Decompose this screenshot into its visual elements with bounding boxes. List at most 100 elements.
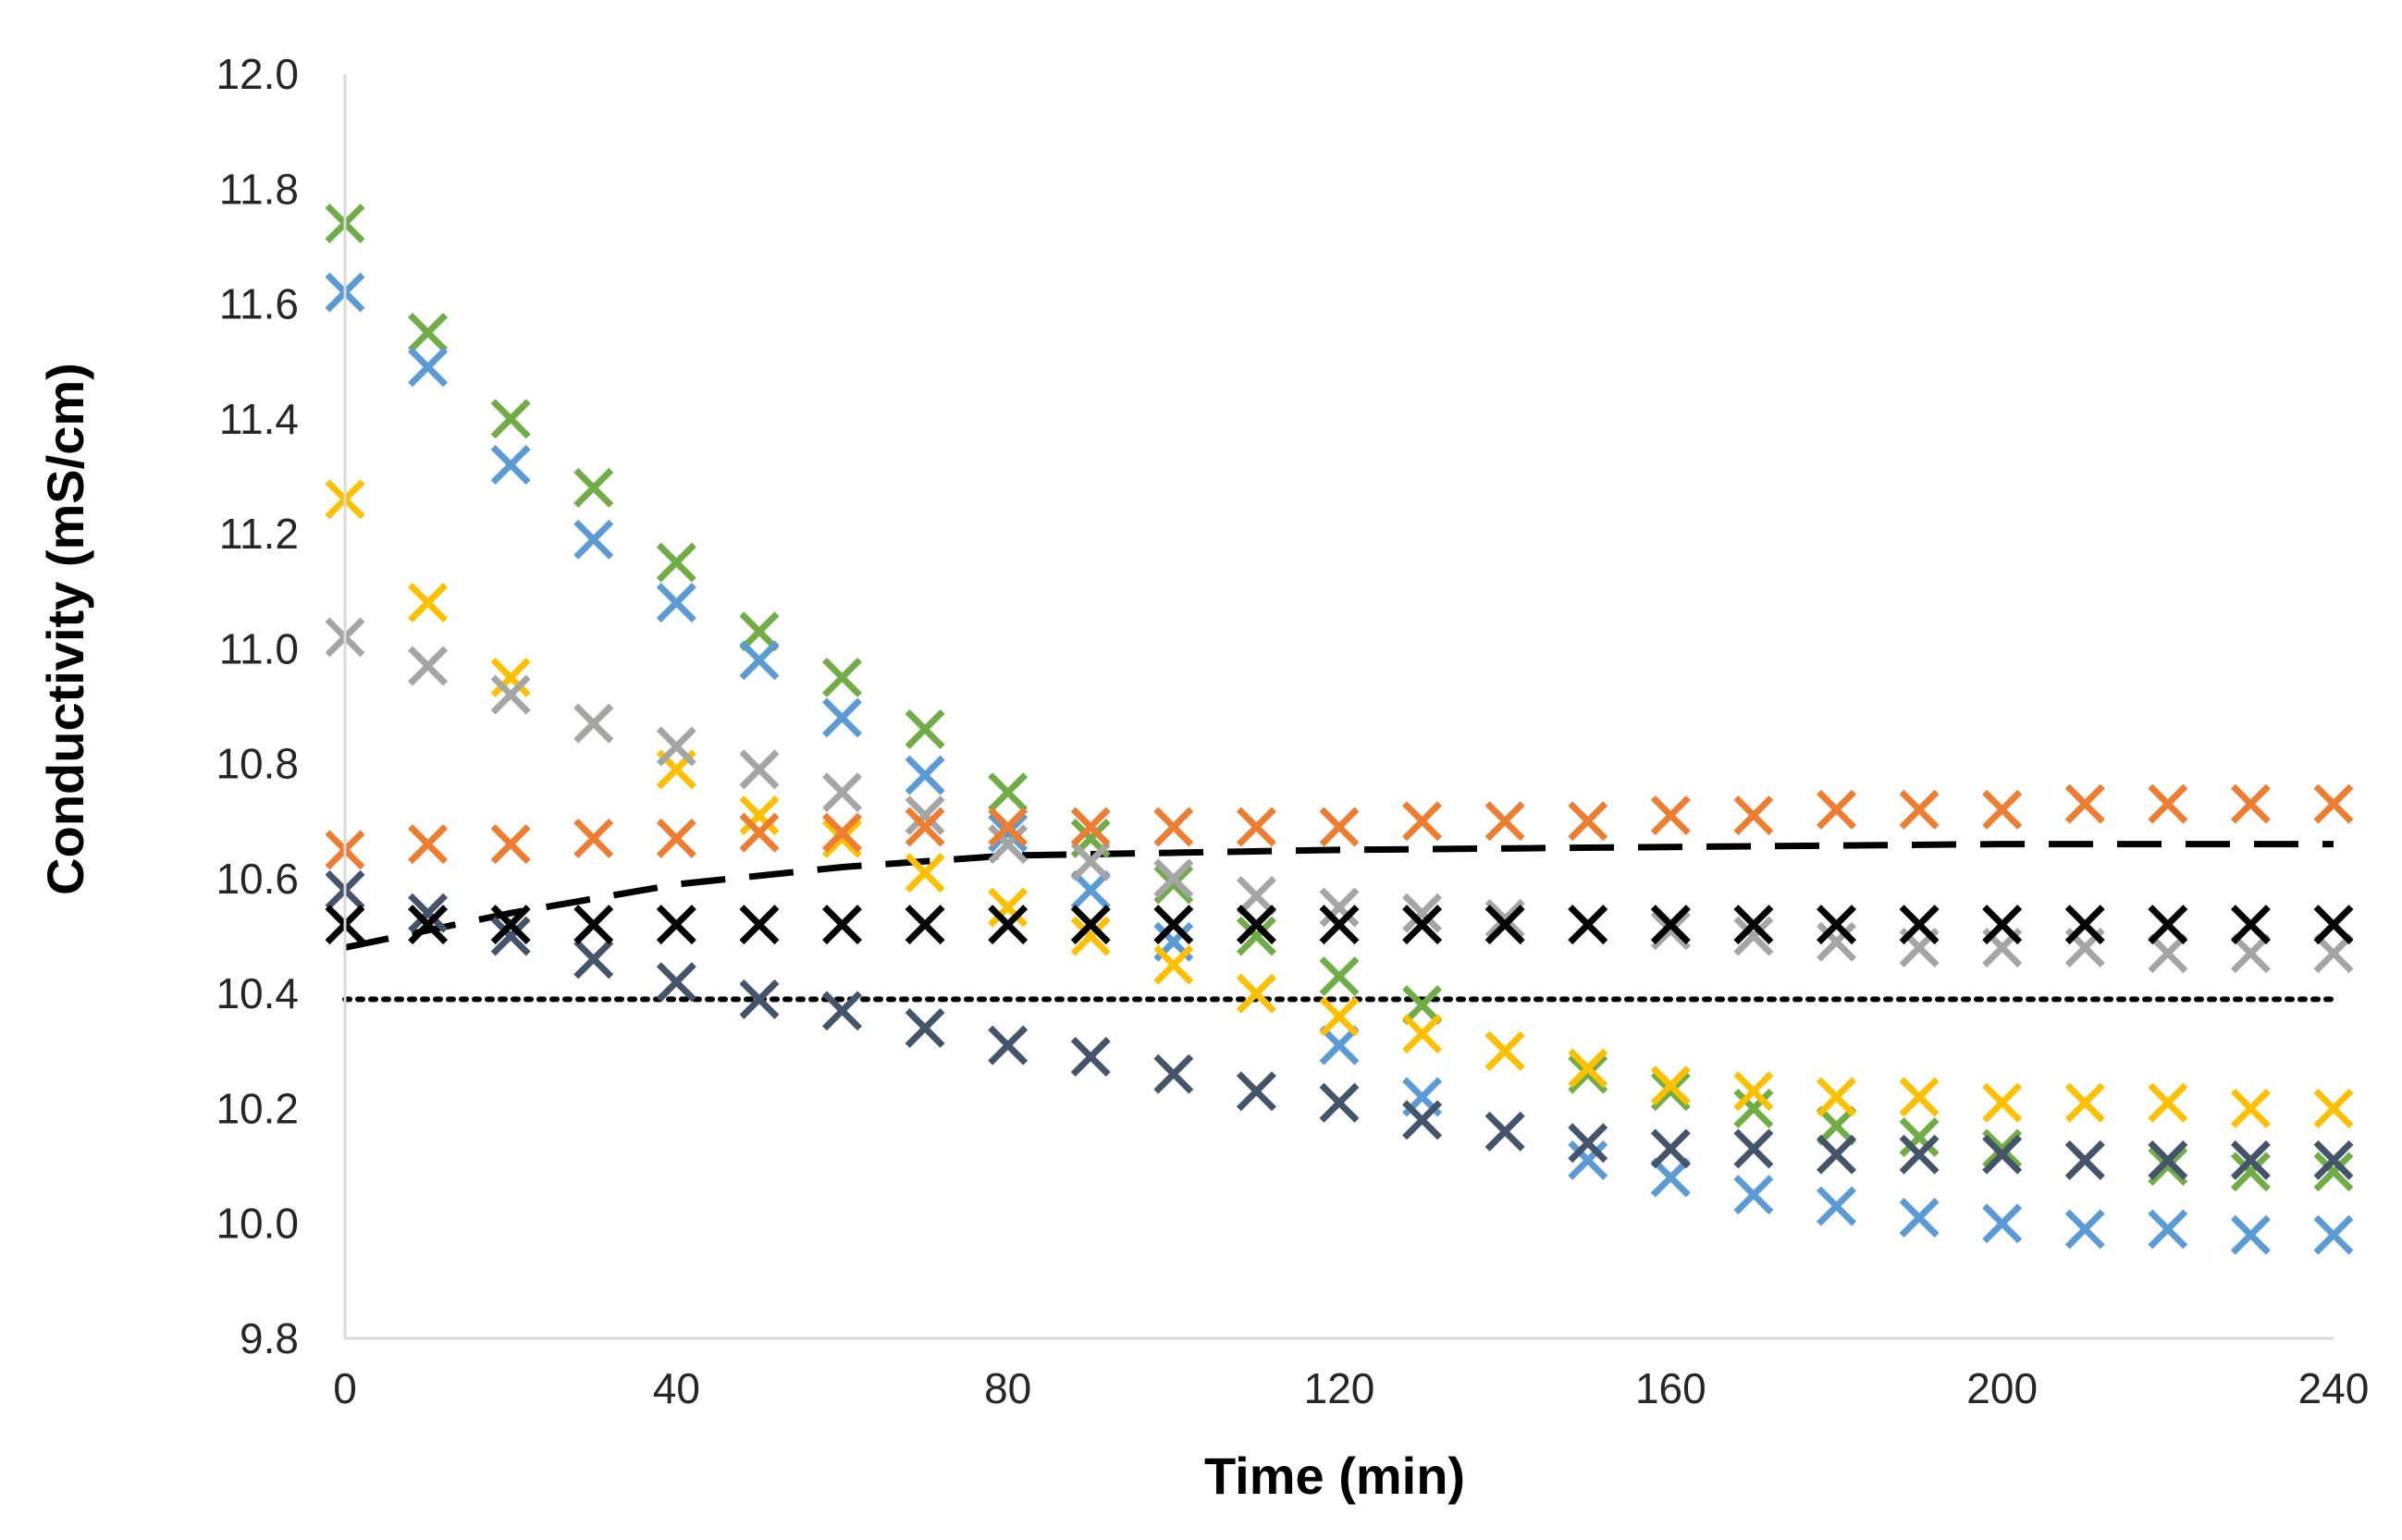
data-point	[1484, 898, 1525, 939]
data-point	[1153, 944, 1194, 985]
y-tick-label: 10.6	[216, 855, 299, 903]
data-point	[739, 749, 780, 790]
data-point	[490, 399, 531, 439]
data-point	[1319, 887, 1360, 928]
data-point	[1484, 801, 1525, 842]
y-tick-label: 11.6	[219, 280, 299, 328]
data-point	[1733, 916, 1774, 956]
data-point	[905, 755, 945, 795]
data-point	[1070, 1037, 1111, 1078]
data-point	[1733, 905, 1774, 945]
data-point	[988, 807, 1029, 847]
data-point	[656, 818, 696, 858]
data-point	[905, 905, 945, 945]
data-point	[1236, 916, 1276, 956]
data-point	[905, 853, 945, 893]
data-point	[1568, 801, 1608, 842]
x-axis-title: Time (min)	[1204, 1447, 1465, 1505]
data-point	[1899, 1117, 1940, 1157]
data-point	[408, 905, 449, 945]
data-point	[1402, 801, 1443, 842]
data-point	[2148, 1146, 2188, 1187]
dashed-line	[344, 841, 2334, 951]
y-tick-label: 10.8	[216, 740, 299, 788]
data-point	[1650, 1066, 1691, 1106]
data-point	[1236, 973, 1276, 1014]
data-point	[1982, 1203, 2023, 1244]
data-point	[2313, 1214, 2354, 1255]
data-point	[2064, 1082, 2105, 1123]
data-point	[988, 1025, 1029, 1066]
series-green-tail	[1484, 1030, 2354, 1192]
data-point	[490, 905, 531, 945]
data-point	[2148, 1082, 2188, 1123]
data-point	[1650, 910, 1691, 951]
series-dark-blue	[325, 869, 2354, 1180]
data-point	[408, 313, 449, 353]
x-tick-label: 80	[984, 1364, 1031, 1412]
data-point	[1650, 905, 1691, 945]
data-point	[2064, 1209, 2105, 1250]
data-point	[739, 640, 780, 681]
x-tick-label: 0	[333, 1364, 357, 1412]
data-point	[2148, 905, 2188, 945]
data-point	[1982, 789, 2023, 830]
data-point	[1899, 1134, 1940, 1175]
data-point	[1319, 996, 1360, 1037]
data-point	[1070, 807, 1111, 847]
data-point	[573, 905, 614, 945]
data-point	[2313, 783, 2354, 824]
data-point	[739, 905, 780, 945]
data-point	[1402, 1014, 1443, 1054]
data-point	[739, 979, 780, 1019]
data-point	[1319, 1025, 1360, 1066]
data-point	[2313, 1152, 2354, 1192]
data-point	[573, 703, 614, 744]
y-tick-label: 10.4	[216, 969, 299, 1017]
data-point	[822, 697, 862, 738]
series-gray	[325, 617, 2354, 974]
y-tick-label: 11.8	[219, 165, 299, 213]
data-point	[490, 674, 531, 715]
data-point	[2064, 1140, 2105, 1180]
data-point	[2148, 1140, 2188, 1180]
data-point	[2230, 1152, 2271, 1192]
data-point	[1650, 795, 1691, 836]
y-tick-label: 10.0	[216, 1200, 299, 1248]
reference-lines	[342, 841, 2336, 1003]
y-tick-label: 9.8	[240, 1314, 299, 1362]
data-point	[1733, 1128, 1774, 1169]
data-point	[1236, 876, 1276, 917]
data-point	[1319, 956, 1360, 997]
data-point	[490, 657, 531, 697]
series-black	[325, 905, 2354, 945]
data-point	[1484, 1111, 1525, 1152]
data-point	[988, 812, 1029, 853]
data-point	[739, 611, 780, 652]
data-point	[490, 445, 531, 486]
series-yellow	[325, 479, 2354, 1128]
data-point	[905, 708, 945, 749]
data-point	[1153, 1053, 1194, 1094]
data-point	[1153, 905, 1194, 945]
data-point	[1817, 1186, 1856, 1226]
data-point	[1899, 905, 1940, 945]
series-markers	[325, 203, 2354, 1255]
data-point	[905, 807, 945, 847]
y-tick-label: 11.2	[219, 510, 299, 558]
data-point	[1733, 795, 1774, 836]
series-green	[325, 203, 1443, 1026]
axes: 9.8 10.0 10.2 10.4 10.6 10.8 11.0 11.2 11.4 11.6 1…	[216, 50, 2369, 1412]
data-point	[573, 467, 614, 508]
data-point	[1070, 916, 1111, 956]
x-tick-label: 120	[1304, 1364, 1375, 1412]
data-point	[2064, 905, 2105, 945]
data-point	[1484, 905, 1525, 945]
data-point	[656, 542, 696, 583]
x-tick-label: 200	[1966, 1364, 2038, 1412]
data-point	[656, 583, 696, 623]
data-point	[1817, 1134, 1856, 1175]
data-point	[1733, 1088, 1774, 1128]
y-tick-label: 12.0	[216, 50, 299, 98]
data-point	[988, 887, 1029, 928]
